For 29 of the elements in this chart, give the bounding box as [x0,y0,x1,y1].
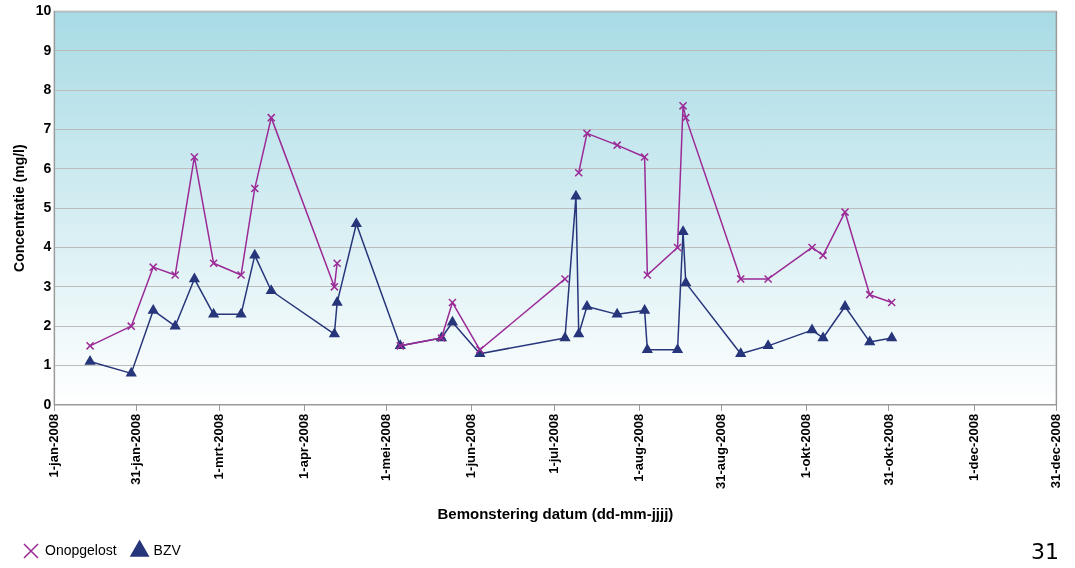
x-tick-label: 31-dec-2008 [1047,413,1063,489]
legend-label: BZV [153,541,182,558]
legend-label: Onopgelost [45,541,117,558]
x-tick-label: 31-okt-2008 [880,413,896,486]
x-tick-label: 1-jul-2008 [545,413,561,474]
y-tick-label: 0 [43,395,52,412]
y-axis-title: Concentratie (mg/l) [11,144,28,272]
y-tick-label: 10 [35,2,52,19]
y-tick-label: 1 [43,356,52,373]
y-tick-label: 8 [43,80,52,97]
y-tick-label: 9 [43,41,52,58]
x-tick-label: 1-apr-2008 [295,413,311,479]
x-tick-label: 31-jan-2008 [128,413,144,485]
y-tick-label: 5 [43,198,52,215]
x-tick-label: 1-aug-2008 [630,413,646,482]
x-axis-title: Bemonstering datum (dd-mm-jjjj) [437,505,674,523]
y-tick-label: 3 [43,277,52,294]
y-tick-label: 7 [43,120,52,137]
x-tick-label: 1-mei-2008 [378,413,394,482]
x-tick-label: 1-jun-2008 [463,413,479,479]
x-tick-label: 1-jan-2008 [45,413,61,478]
text: 31 [1031,539,1059,564]
y-tick-label: 6 [43,159,52,176]
x-tick-label: 1-mrt-2008 [210,413,226,480]
y-tick-label: 4 [43,238,52,255]
x-tick-label: 1-okt-2008 [798,413,814,479]
y-tick-label: 2 [43,317,52,334]
x-tick-label: 31-aug-2008 [713,413,729,490]
x-tick-label: 1-dec-2008 [965,413,981,482]
